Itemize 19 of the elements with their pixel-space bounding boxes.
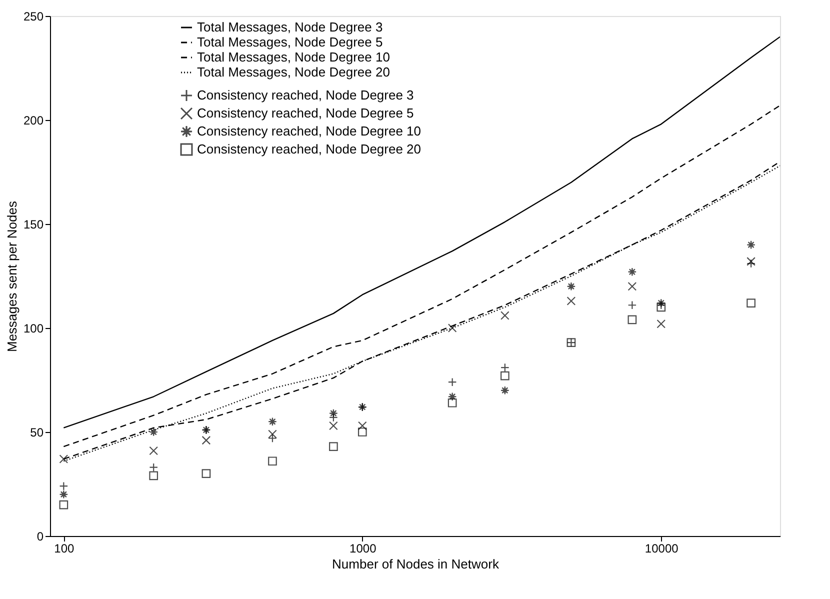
legend-label: Total Messages, Node Degree 5: [197, 34, 383, 50]
y-tick-label: 50: [30, 426, 44, 440]
legend-label: Consistency reached, Node Degree 5: [197, 106, 414, 120]
legend-label: Consistency reached, Node Degree 10: [197, 124, 422, 138]
y-tick-label: 100: [23, 322, 44, 336]
x-tick-label: 10000: [644, 542, 679, 556]
legend-label: Consistency reached, Node Degree 3: [197, 88, 414, 102]
y-tick-label: 200: [23, 114, 44, 128]
legend-label: Consistency reached, Node Degree 20: [197, 142, 422, 156]
x-tick-label: 100: [54, 542, 74, 556]
y-tick-label: 250: [23, 10, 44, 24]
y-tick-label: 150: [23, 218, 44, 232]
legend-label: Total Messages, Node Degree 20: [197, 64, 390, 80]
legend-label: Total Messages, Node Degree 3: [197, 20, 383, 34]
x-axis-title: Number of Nodes in Network: [332, 556, 500, 572]
y-tick-label: 0: [36, 530, 44, 544]
x-tick-label: 1000: [350, 542, 377, 556]
legend-label: Total Messages, Node Degree 10: [197, 50, 390, 64]
y-axis-title: Messages sent per Nodes: [4, 200, 20, 352]
